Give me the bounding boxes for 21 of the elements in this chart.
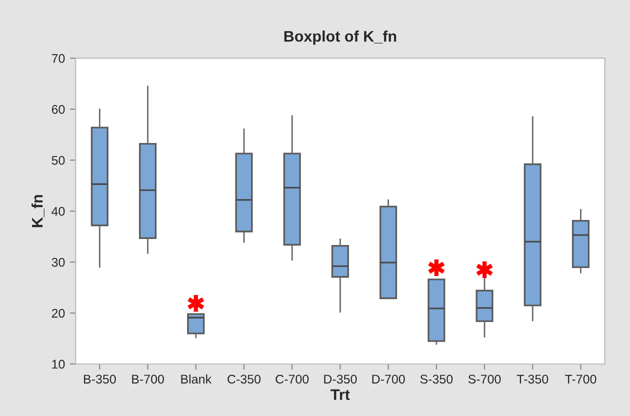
y-tick-label: 70 xyxy=(52,54,65,63)
y-tick-label: 30 xyxy=(52,258,65,267)
x-tick-label: B-350 xyxy=(84,374,116,384)
y-axis-title: K_fn xyxy=(31,195,44,228)
y-tick-label: 50 xyxy=(52,156,65,165)
x-tick-label: S-350 xyxy=(420,374,453,384)
chart-title: Boxplot of K_fn xyxy=(284,30,396,45)
y-tick-label: 20 xyxy=(52,308,65,318)
x-tick-label: T-700 xyxy=(565,374,596,384)
x-tick-label: C-350 xyxy=(228,374,261,384)
y-tick-label: 40 xyxy=(52,206,65,216)
x-tick-label: Blank xyxy=(181,374,212,384)
x-tick-label: D-350 xyxy=(324,374,357,384)
x-axis-title: Trt xyxy=(330,389,350,400)
x-tick-label: B-700 xyxy=(132,374,164,384)
x-tick-label: T-350 xyxy=(516,374,548,384)
y-tick-label: 60 xyxy=(52,105,65,114)
x-tick-label: D-700 xyxy=(372,374,405,384)
y-tick-label: 10 xyxy=(52,360,65,369)
x-tick-label: S-700 xyxy=(468,374,501,384)
x-tick-label: C-700 xyxy=(276,374,309,384)
